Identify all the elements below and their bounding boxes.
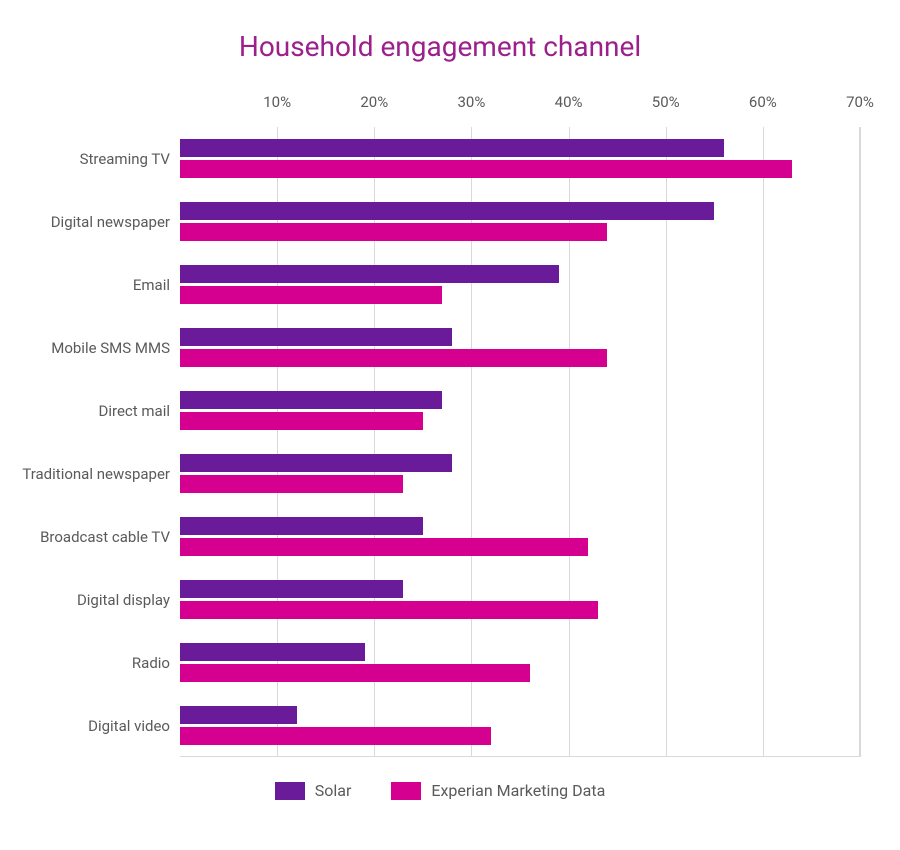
bar <box>180 328 452 346</box>
legend: Solar Experian Marketing Data <box>20 781 860 800</box>
bar <box>180 601 598 619</box>
plot-area: Streaming TVDigital newspaperEmailMobile… <box>180 127 860 757</box>
x-axis: 10%20%30%40%50%60%70% <box>180 93 860 123</box>
category-row: Radio <box>180 631 860 694</box>
category-label: Mobile SMS MMS <box>20 339 180 357</box>
bar <box>180 286 442 304</box>
x-tick-label: 50% <box>652 93 680 111</box>
bar <box>180 454 452 472</box>
category-row: Mobile SMS MMS <box>180 316 860 379</box>
category-label: Streaming TV <box>20 150 180 168</box>
category-row: Broadcast cable TV <box>180 505 860 568</box>
bar <box>180 643 365 661</box>
x-tick-label: 70% <box>846 93 874 111</box>
category-label: Traditional newspaper <box>20 465 180 483</box>
legend-swatch <box>275 782 305 800</box>
legend-item: Experian Marketing Data <box>391 781 605 800</box>
bar <box>180 265 559 283</box>
legend-item: Solar <box>275 781 352 800</box>
category-label: Email <box>20 276 180 294</box>
category-label: Broadcast cable TV <box>20 528 180 546</box>
bar <box>180 706 297 724</box>
legend-label: Experian Marketing Data <box>431 781 605 800</box>
bar <box>180 160 792 178</box>
x-tick-label: 60% <box>749 93 777 111</box>
bar <box>180 202 714 220</box>
chart-title: Household engagement channel <box>20 30 860 63</box>
x-tick-label: 20% <box>360 93 388 111</box>
x-tick-label: 30% <box>457 93 485 111</box>
bar <box>180 580 403 598</box>
category-label: Digital display <box>20 591 180 609</box>
x-tick-label: 10% <box>263 93 291 111</box>
legend-swatch <box>391 782 421 800</box>
bar <box>180 517 423 535</box>
category-row: Streaming TV <box>180 127 860 190</box>
bar <box>180 538 588 556</box>
category-label: Digital video <box>20 717 180 735</box>
gridline <box>860 127 861 757</box>
bar <box>180 349 607 367</box>
category-label: Radio <box>20 654 180 672</box>
category-row: Digital video <box>180 694 860 757</box>
bar <box>180 412 423 430</box>
chart-container: Household engagement channel 10% 20% 30% 40… <box>0 0 900 850</box>
category-row: Digital newspaper <box>180 190 860 253</box>
category-label: Digital newspaper <box>20 213 180 231</box>
x-tick-label: 40% <box>555 93 583 111</box>
bar <box>180 475 403 493</box>
bar <box>180 727 491 745</box>
category-row: Digital display <box>180 568 860 631</box>
category-row: Traditional newspaper <box>180 442 860 505</box>
legend-label: Solar <box>315 781 352 800</box>
bar <box>180 664 530 682</box>
bar <box>180 223 607 241</box>
bar <box>180 139 724 157</box>
category-row: Direct mail <box>180 379 860 442</box>
category-row: Email <box>180 253 860 316</box>
bar <box>180 391 442 409</box>
category-label: Direct mail <box>20 402 180 420</box>
